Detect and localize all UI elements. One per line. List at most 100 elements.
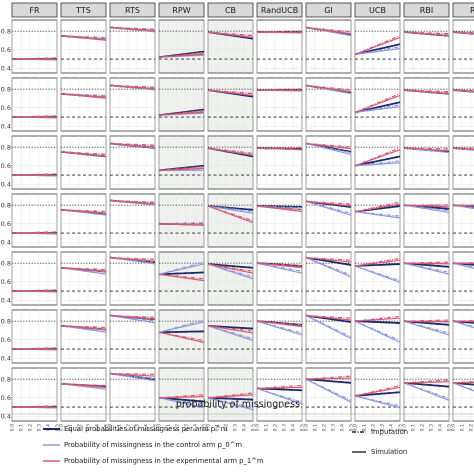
y-tick-label: 0.4 [1, 355, 11, 363]
panel-background [11, 251, 58, 306]
series-experimental-simulation [256, 320, 303, 328]
panel-r5-rbi [403, 251, 450, 306]
series-experimental-simulation [11, 290, 58, 293]
x-tick-label: 0.5 [153, 424, 159, 431]
panel-background [158, 193, 205, 248]
series-control-simulation [403, 320, 450, 336]
x-tick-label: 0.0 [157, 424, 163, 431]
panel-r3-tts [60, 135, 107, 190]
series-experimental-imputation [109, 372, 156, 375]
legend-label: Simulation [371, 448, 407, 456]
strip-gi: GI [305, 2, 352, 18]
x-tick-label: 0.3 [184, 424, 190, 431]
strip-label: RPW [172, 6, 190, 15]
panel-background [11, 19, 58, 74]
panel-r5-rbi- [452, 251, 474, 306]
series-control-simulation [354, 162, 401, 167]
y-tick-label: 0.6 [1, 104, 11, 112]
strip-rpw: RPW [158, 2, 205, 18]
panel-background [60, 309, 107, 364]
x-tick-label: 0.3 [37, 424, 43, 431]
series-experimental-simulation [158, 167, 205, 172]
series-experimental-imputation [354, 201, 401, 213]
series-experimental-imputation [305, 26, 352, 33]
series-experimental-simulation [109, 26, 156, 32]
strip-box [60, 2, 107, 18]
legend-label: Probability of missingness in the experi… [64, 457, 264, 465]
panel-background [256, 309, 303, 364]
panel-r3-rbi [403, 135, 450, 190]
series-experimental-simulation [305, 377, 352, 380]
series-control-imputation [158, 52, 205, 58]
panel-r3-rbi- [452, 135, 474, 190]
x-tick-label: 0.1 [215, 424, 221, 431]
series-experimental-simulation [305, 200, 352, 207]
panel-r6-rts [109, 309, 156, 364]
strip-label: RBI [420, 6, 433, 15]
panel-r7-rbi- [452, 367, 474, 422]
series-experimental-imputation [256, 262, 303, 267]
panel-background [11, 193, 58, 248]
series-experimental-simulation [403, 147, 450, 152]
series-experimental-imputation [207, 147, 254, 155]
panel-background [403, 193, 450, 248]
series-experimental-imputation [11, 231, 58, 234]
series-experimental-simulation [109, 256, 156, 262]
series-control-imputation [109, 84, 156, 89]
series-experimental-imputation [305, 375, 352, 380]
panel-background [256, 77, 303, 132]
series-control-imputation [109, 314, 156, 322]
legend-entry-control: Probability of missingness in the contro… [43, 441, 242, 449]
y-tick-label: 0.8 [1, 259, 11, 267]
y-tick-label: 0.8 [1, 375, 11, 383]
series-experimental-imputation [158, 394, 205, 399]
x-tick-label: 0.4 [291, 424, 297, 431]
y-tick-label: 0.6 [1, 278, 11, 286]
series-experimental-simulation [207, 147, 254, 156]
x-tick-label: 0.2 [126, 424, 132, 431]
panel-r7-gi [305, 367, 352, 422]
panel-r3-ucb [354, 135, 401, 190]
panel-background [403, 77, 450, 132]
strip-label: RTS [125, 6, 140, 15]
series-control-simulation [256, 387, 303, 405]
series-control-simulation [354, 106, 401, 113]
strip-rts: RTS [109, 2, 156, 18]
series-equal-simulation [452, 382, 474, 386]
series-experimental-imputation [60, 151, 107, 156]
panel-grid [11, 19, 474, 422]
legend-entry-experimental: Probability of missingness in the experi… [43, 457, 264, 465]
series-experimental-simulation [207, 89, 254, 97]
y-tick-label: 0.4 [1, 181, 11, 189]
panel-background [403, 367, 450, 422]
series-experimental-simulation [60, 383, 107, 388]
y-tick-label: 0.6 [1, 162, 11, 170]
x-tick-label: 0.2 [371, 424, 377, 431]
x-tick-label: 0.5 [55, 424, 61, 431]
panel-r1-tts [60, 19, 107, 74]
series-experimental-imputation [158, 109, 205, 116]
series-experimental-imputation [60, 35, 107, 40]
series-control-imputation [403, 204, 450, 212]
series-control-simulation [158, 263, 205, 275]
series-control-simulation [305, 200, 352, 216]
series-experimental-imputation [11, 173, 58, 176]
y-tick-label: 0.6 [1, 220, 11, 228]
panel-r3-fr [11, 135, 58, 190]
panel-background [60, 367, 107, 422]
x-tick-label: 0.2 [420, 424, 426, 431]
x-tick-label: 0.1 [411, 424, 417, 431]
series-control-simulation [207, 325, 254, 342]
series-experimental-simulation [354, 149, 401, 167]
column-strips: FR TTS RTS RPW CB RandUCB GI UCB RBI RB [11, 2, 474, 18]
series-experimental-imputation [109, 199, 156, 203]
x-tick-label: 0.3 [135, 424, 141, 431]
series-experimental-imputation [11, 347, 58, 350]
series-experimental-imputation [158, 273, 205, 280]
series-experimental-simulation [158, 396, 205, 399]
series-experimental-imputation [60, 325, 107, 329]
panel-r2-rbi- [452, 77, 474, 132]
series-experimental-imputation [256, 384, 303, 390]
panel-r5-cb [207, 251, 254, 306]
legend-label: Equal probabilities of missingness per a… [64, 425, 228, 433]
